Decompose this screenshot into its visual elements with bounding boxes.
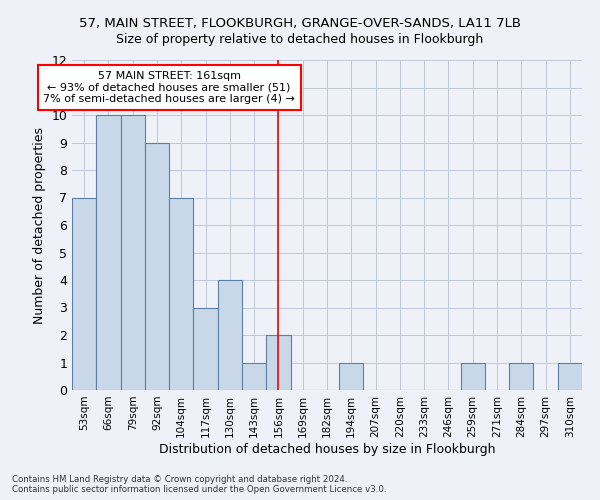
Text: 57, MAIN STREET, FLOOKBURGH, GRANGE-OVER-SANDS, LA11 7LB: 57, MAIN STREET, FLOOKBURGH, GRANGE-OVER…	[79, 18, 521, 30]
Bar	[72, 198, 96, 390]
Text: Contains HM Land Registry data © Crown copyright and database right 2024.: Contains HM Land Registry data © Crown c…	[12, 475, 347, 484]
Text: 57 MAIN STREET: 161sqm
← 93% of detached houses are smaller (51)
7% of semi-deta: 57 MAIN STREET: 161sqm ← 93% of detached…	[43, 71, 295, 104]
Text: Size of property relative to detached houses in Flookburgh: Size of property relative to detached ho…	[116, 34, 484, 46]
Bar	[218, 280, 242, 390]
Bar	[339, 362, 364, 390]
Bar	[193, 308, 218, 390]
Bar	[266, 335, 290, 390]
Bar	[145, 142, 169, 390]
Bar	[461, 362, 485, 390]
Text: Contains public sector information licensed under the Open Government Licence v3: Contains public sector information licen…	[12, 485, 386, 494]
X-axis label: Distribution of detached houses by size in Flookburgh: Distribution of detached houses by size …	[159, 442, 495, 456]
Bar	[96, 115, 121, 390]
Bar	[509, 362, 533, 390]
Y-axis label: Number of detached properties: Number of detached properties	[33, 126, 46, 324]
Bar	[169, 198, 193, 390]
Bar	[121, 115, 145, 390]
Bar	[558, 362, 582, 390]
Bar	[242, 362, 266, 390]
